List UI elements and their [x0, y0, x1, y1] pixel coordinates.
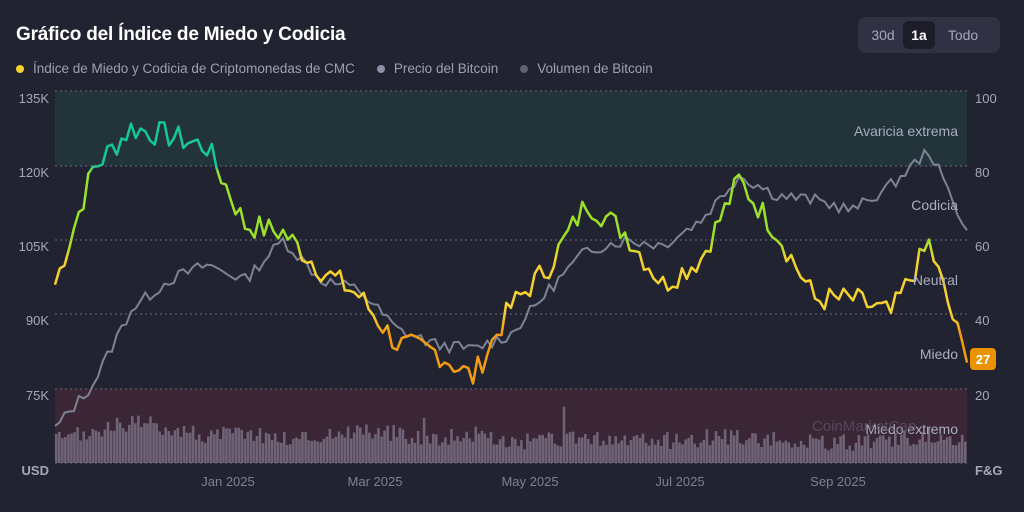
legend-item-btc-price[interactable]: Precio del Bitcoin: [376, 61, 499, 76]
fear-greed-line: [53, 121, 969, 385]
legend-dot-icon: [16, 64, 24, 73]
volume-bars: [55, 406, 967, 463]
current-value-badge: 27: [970, 348, 996, 370]
btc-price-line: [54, 147, 968, 427]
extreme-greed-zone: [55, 91, 967, 166]
y-left-tick: 75K: [25, 388, 49, 403]
zone-label-greed: Codicia: [911, 197, 958, 213]
y-right-tick: 40: [975, 313, 990, 328]
range-1a-button[interactable]: 1a: [903, 21, 935, 49]
zone-label-extreme-fear: Miedo extremo: [865, 421, 958, 437]
legend-label: Índice de Miedo y Codicia de Criptomoned…: [33, 61, 355, 76]
zone-label-extreme-greed: Avaricia extrema: [853, 123, 958, 139]
y-left-tick: 105K: [18, 239, 49, 254]
y-right-tick: 80: [975, 165, 990, 180]
zone-label-fear: Miedo: [919, 346, 958, 362]
legend-item-fear-greed[interactable]: Índice de Miedo y Codicia de Criptomoned…: [16, 61, 355, 76]
chart-legend: Índice de Miedo y Codicia de Criptomoned…: [16, 61, 653, 76]
x-tick: Sep 2025: [810, 474, 866, 489]
legend-label: Precio del Bitcoin: [393, 61, 499, 76]
legend-dot-icon: [376, 64, 385, 73]
range-selector: 30d 1a Todo: [858, 17, 1000, 53]
legend-label: Volumen de Bitcoin: [537, 61, 653, 76]
range-30d-button[interactable]: 30d: [871, 27, 895, 43]
legend-item-btc-volume[interactable]: Volumen de Bitcoin: [520, 61, 653, 76]
legend-dot-icon: [520, 64, 529, 73]
x-tick: May 2025: [501, 474, 559, 489]
y-left-tick: 120K: [18, 165, 49, 180]
y-right-tick: 20: [975, 388, 990, 403]
y-right-tick: 100: [975, 91, 997, 106]
watermark-logo: CoinMarketCap: [812, 418, 917, 435]
y-right-unit: F&G: [975, 463, 1003, 478]
x-tick: Jan 2025: [201, 474, 255, 489]
y-left-tick: 135K: [18, 91, 49, 106]
page-title: Gráfico del Índice de Miedo y Codicia: [16, 24, 346, 45]
y-right-tick: 60: [975, 239, 990, 254]
range-todo-button[interactable]: Todo: [947, 27, 979, 43]
x-tick: Mar 2025: [347, 474, 403, 489]
y-left-tick: 90K: [25, 313, 49, 328]
zone-label-neutral: Neutral: [912, 272, 958, 288]
x-tick: Jul 2025: [655, 474, 705, 489]
y-left-unit: USD: [21, 463, 49, 478]
